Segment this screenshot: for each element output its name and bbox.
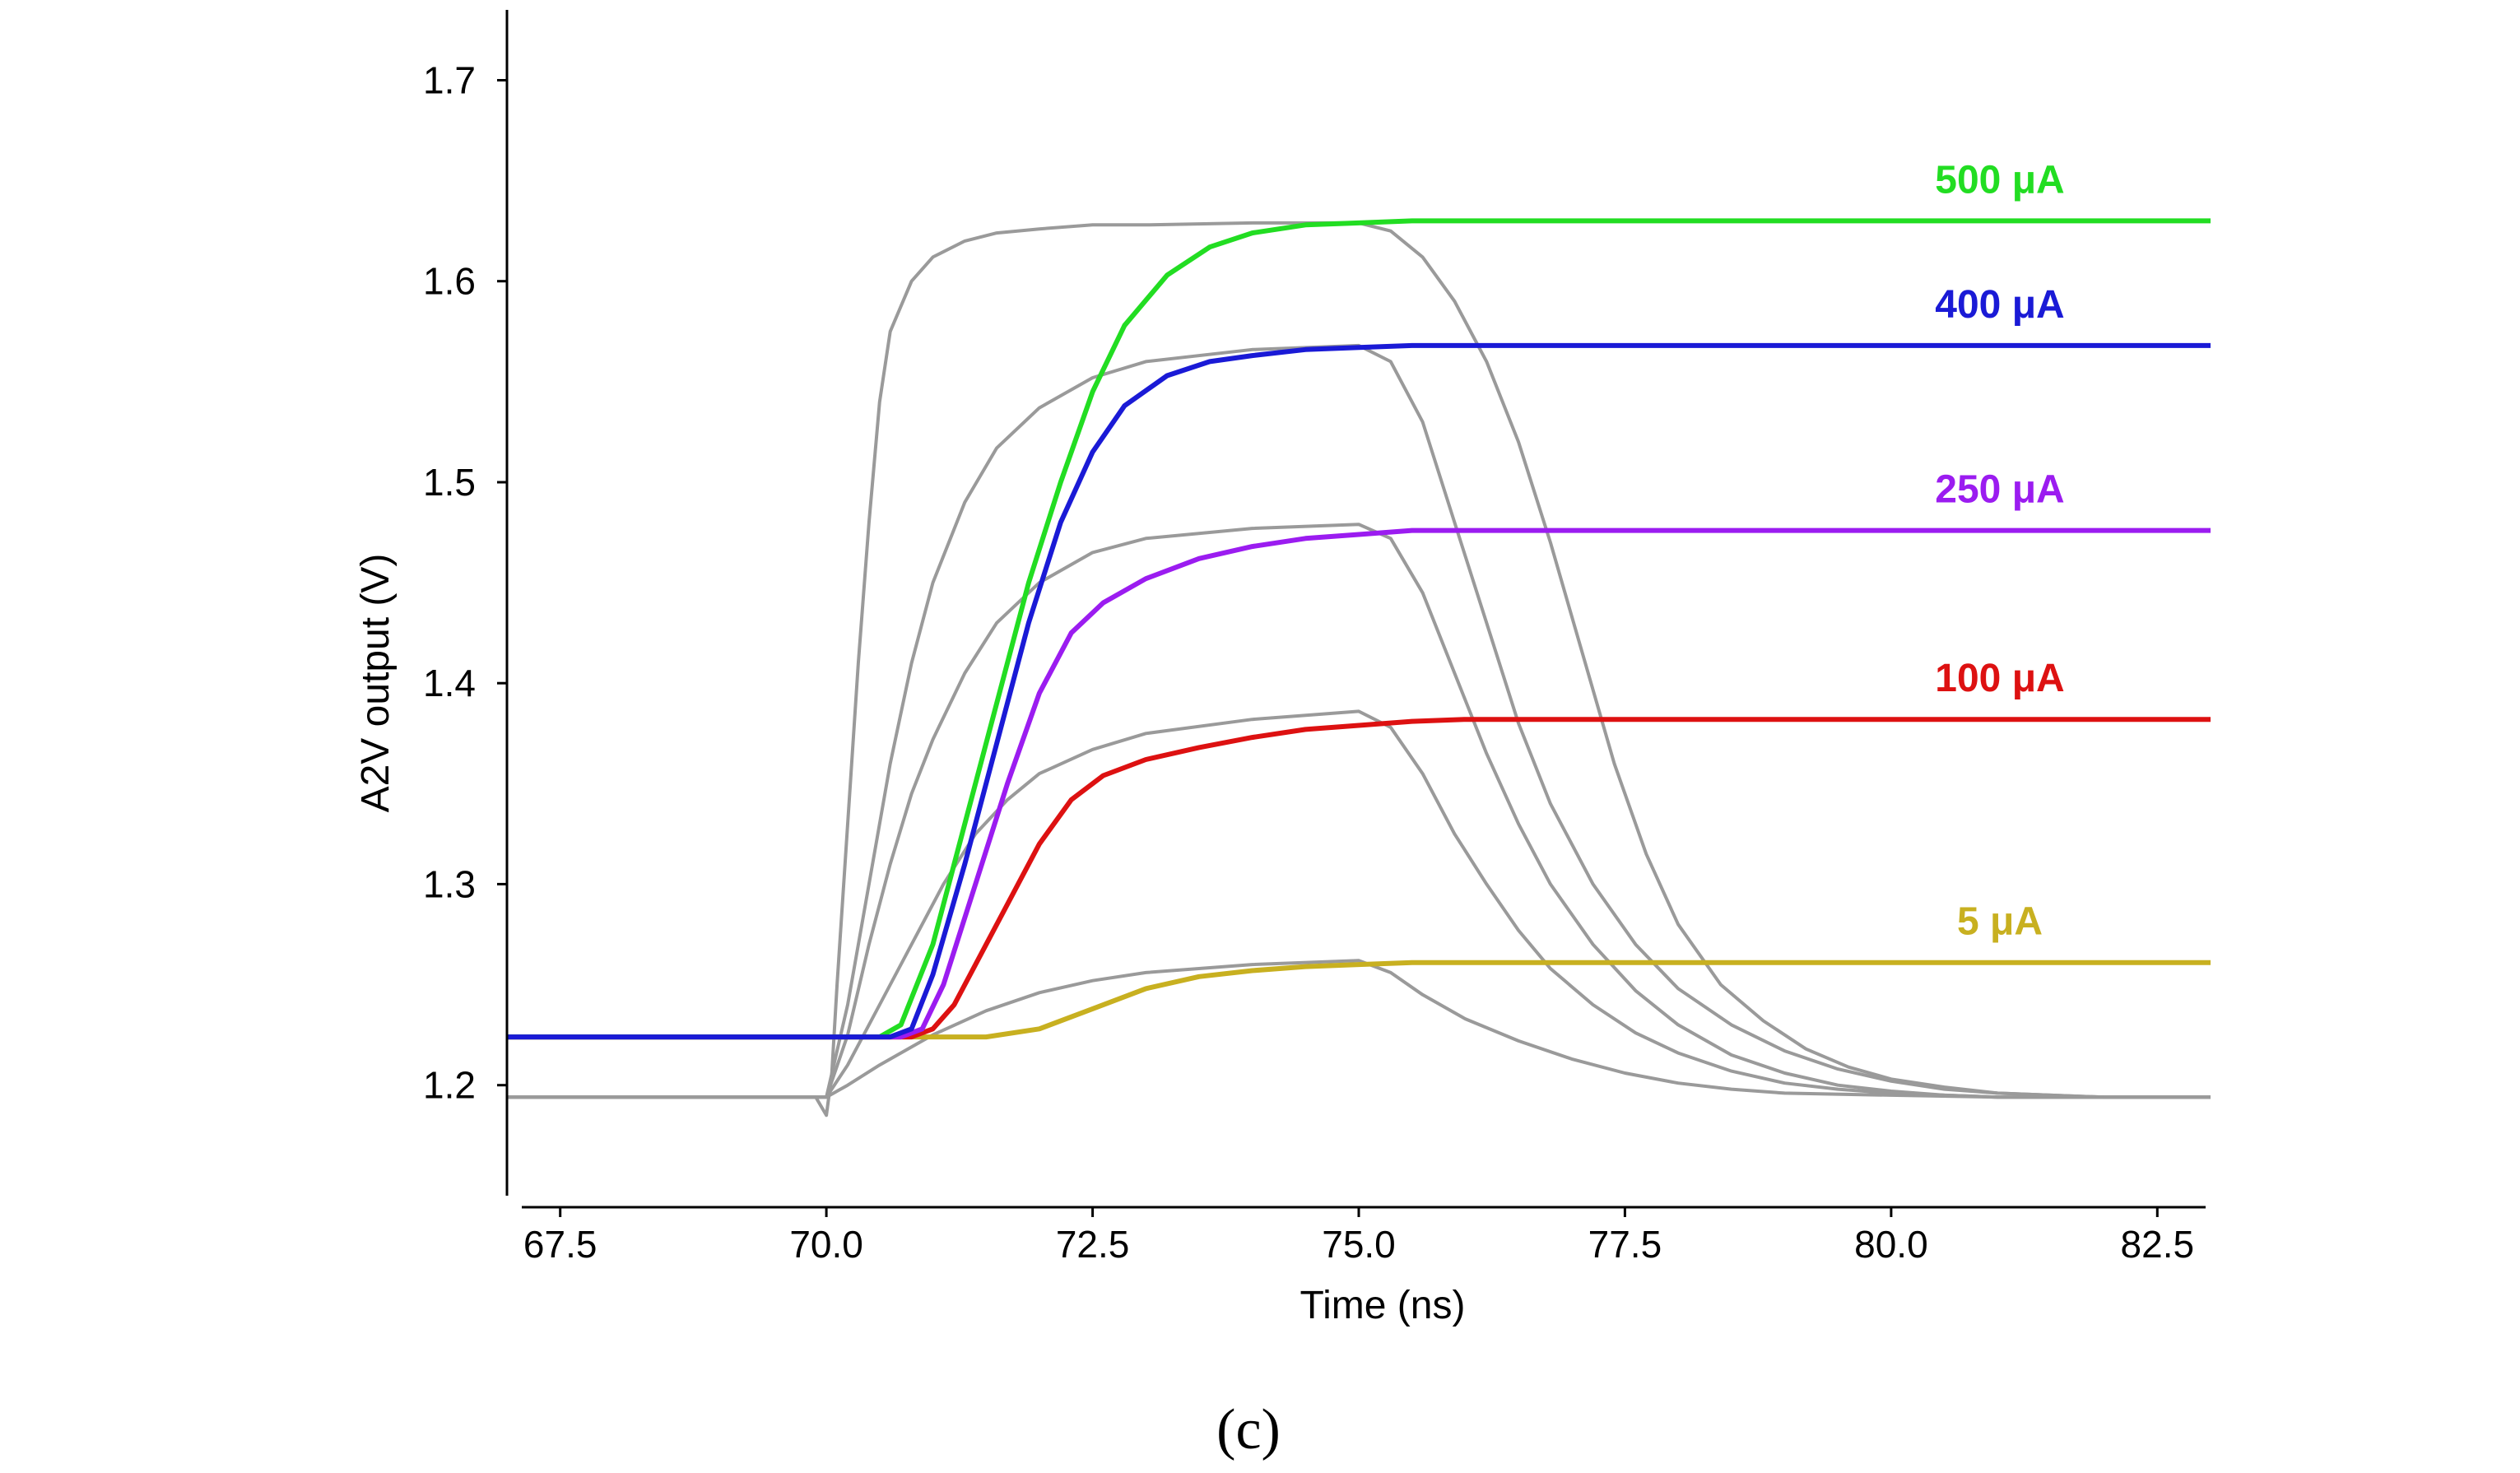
y-tick-label: 1.6 xyxy=(423,260,476,303)
x-tick-label: 80.0 xyxy=(1854,1223,1928,1266)
y-tick-label: 1.5 xyxy=(423,461,476,504)
y-axis-label: A2V output (V) xyxy=(354,554,398,813)
series-label-250-ua: 250 μA xyxy=(1935,468,2064,512)
x-axis-label: Time (ns) xyxy=(1300,1284,1466,1327)
x-tick-label: 67.5 xyxy=(523,1223,597,1266)
series-lines xyxy=(507,218,2211,1040)
series-line-400-ua xyxy=(507,342,2211,1040)
y-tick-label: 1.7 xyxy=(423,59,476,102)
x-tick-label: 70.0 xyxy=(789,1223,863,1266)
gray-line-5-ua-reference xyxy=(507,959,2211,1099)
y-tick-label: 1.4 xyxy=(423,662,476,704)
series-line-500-ua xyxy=(507,218,2211,1040)
series-label-5-ua: 5 μA xyxy=(1957,900,2043,944)
series-label-500-ua: 500 μA xyxy=(1935,158,2064,202)
series-label-400-ua: 400 μA xyxy=(1935,283,2064,327)
x-axis-ticks: 67.5 70.0 72.5 75.0 77.5 80.0 82.5 xyxy=(523,1207,2194,1266)
y-tick-label: 1.2 xyxy=(423,1064,476,1107)
series-line-100-ua xyxy=(507,717,2211,1040)
gray-line-500-ua-reference xyxy=(507,221,2211,1118)
y-tick-label: 1.3 xyxy=(423,862,476,905)
gray-line-400-ua-reference xyxy=(507,343,2211,1099)
series-labels: 500 μA 400 μA 250 μA 100 μA 5 μA xyxy=(1935,158,2064,943)
x-tick-label: 72.5 xyxy=(1056,1223,1130,1266)
gray-line-100-ua-reference xyxy=(507,709,2211,1099)
series-line-5-ua xyxy=(507,960,2211,1040)
x-tick-label: 82.5 xyxy=(2121,1223,2195,1266)
x-tick-label: 75.0 xyxy=(1322,1223,1396,1266)
y-axis-ticks: 1.2 1.3 1.4 1.5 1.6 1.7 xyxy=(423,59,507,1107)
panel-label: (c) xyxy=(1216,1398,1281,1461)
gray-line-250-ua-reference xyxy=(507,523,2211,1099)
series-label-100-ua: 100 μA xyxy=(1935,657,2064,700)
series-line-250-ua xyxy=(507,527,2211,1040)
x-tick-label: 77.5 xyxy=(1588,1223,1662,1266)
gray-reference-lines xyxy=(507,221,2211,1118)
